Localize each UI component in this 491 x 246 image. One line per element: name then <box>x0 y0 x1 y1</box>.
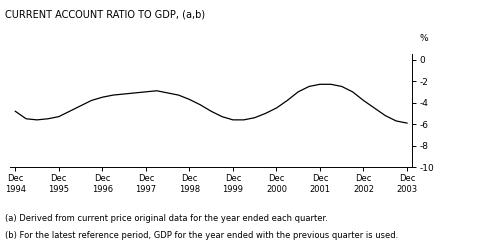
Text: (a) Derived from current price original data for the year ended each quarter.: (a) Derived from current price original … <box>5 214 328 223</box>
Text: %: % <box>420 34 429 44</box>
Text: CURRENT ACCOUNT RATIO TO GDP, (a,b): CURRENT ACCOUNT RATIO TO GDP, (a,b) <box>5 10 205 20</box>
Text: (b) For the latest reference period, GDP for the year ended with the previous qu: (b) For the latest reference period, GDP… <box>5 231 398 240</box>
